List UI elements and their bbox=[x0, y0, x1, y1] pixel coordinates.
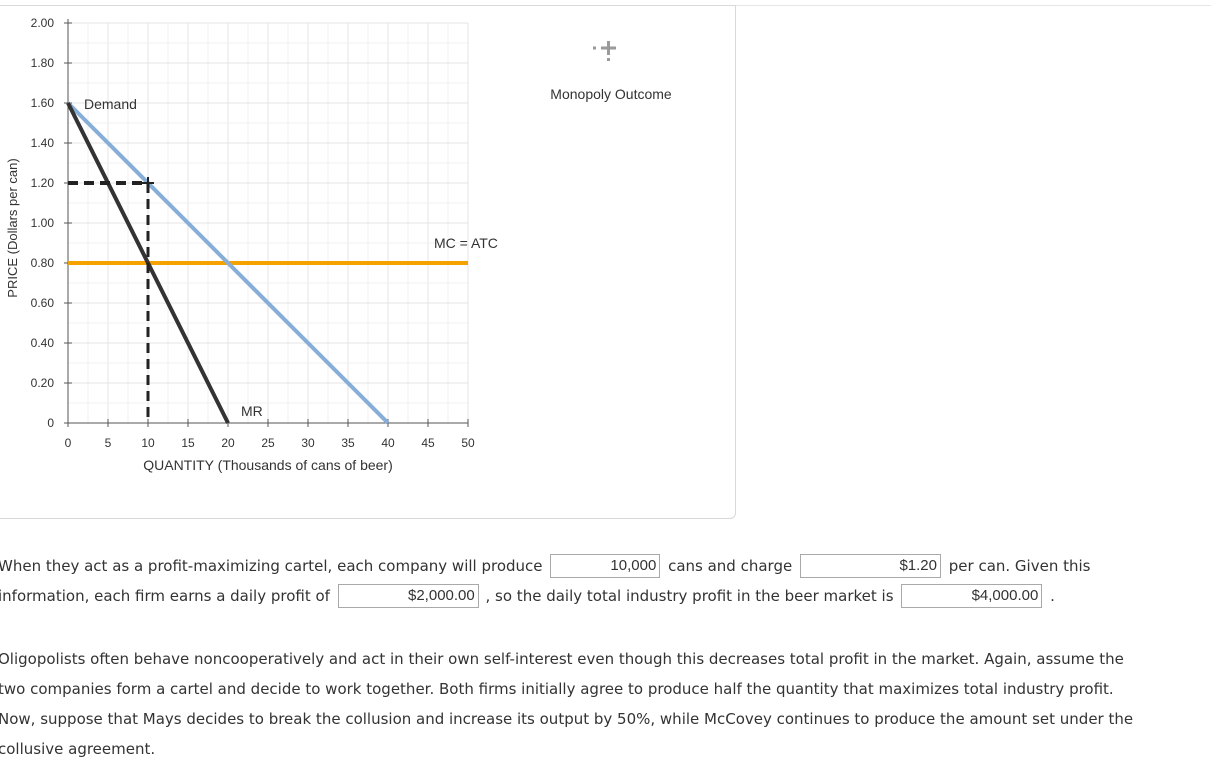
demand-curve bbox=[66, 101, 390, 425]
legend[interactable]: Monopoly Outcome bbox=[550, 41, 672, 102]
labels: Demand MR MC = ATC bbox=[84, 96, 498, 419]
x-axis-label: QUANTITY (Thousands of cans of beer) bbox=[143, 457, 393, 473]
y-tick-label: 0.20 bbox=[31, 376, 55, 390]
legend-label: Monopoly Outcome bbox=[550, 86, 672, 102]
question-text: per can. Given this bbox=[948, 557, 1091, 575]
x-tick-label: 35 bbox=[341, 436, 355, 450]
plus-icon[interactable] bbox=[593, 41, 616, 61]
quantity-answer-field[interactable]: 10,000 bbox=[550, 554, 661, 578]
curves bbox=[66, 101, 468, 425]
paragraph-line: collusive agreement. bbox=[0, 740, 156, 758]
price-answer-field[interactable]: $1.20 bbox=[799, 554, 941, 578]
y-tick-label: 1.60 bbox=[31, 96, 55, 110]
y-tick-label: 0.80 bbox=[31, 256, 55, 270]
mc-atc-label: MC = ATC bbox=[434, 235, 498, 251]
noncooperative-paragraph: Oligopolists often behave noncooperative… bbox=[0, 644, 1178, 764]
y-tick-label: 1.20 bbox=[31, 176, 55, 190]
mr-label: MR bbox=[241, 403, 263, 419]
question-text: cans and charge bbox=[668, 557, 793, 575]
y-tick-label: 1.00 bbox=[31, 216, 55, 230]
y-tick-label: 0.40 bbox=[31, 336, 55, 350]
paragraph-line: two companies form a cartel and decide t… bbox=[0, 680, 1114, 698]
x-tick-label: 50 bbox=[461, 436, 475, 450]
demand-label: Demand bbox=[84, 96, 137, 112]
x-tick-label: 30 bbox=[301, 436, 315, 450]
y-tick-label: 1.40 bbox=[31, 136, 55, 150]
question-text: , so the daily total industry profit in … bbox=[485, 587, 894, 605]
y-tick-label: 0.60 bbox=[31, 296, 55, 310]
y-tick-label: 0 bbox=[47, 416, 54, 430]
x-tick-label: 5 bbox=[105, 436, 112, 450]
x-tick-label: 15 bbox=[181, 436, 195, 450]
x-tick-label: 0 bbox=[65, 436, 72, 450]
question-line-1: When they act as a profit-maximizing car… bbox=[0, 554, 1090, 578]
question-text: . bbox=[1050, 587, 1055, 605]
firm-profit-answer-field[interactable]: $2,000.00 bbox=[337, 584, 479, 608]
y-axis-label: PRICE (Dollars per can) bbox=[5, 158, 20, 297]
x-tick-label: 20 bbox=[221, 436, 235, 450]
panel-divider bbox=[736, 5, 1211, 6]
y-tick-label: 1.80 bbox=[31, 56, 55, 70]
question-line-2: information, each firm earns a daily pro… bbox=[0, 584, 1055, 608]
ticks: 0 0.20 0.40 0.60 0.80 1.00 1.20 1.40 1.60 1.80 2.0… bbox=[31, 16, 475, 450]
question-text: information, each firm earns a daily pro… bbox=[0, 587, 330, 605]
x-tick-label: 25 bbox=[261, 436, 275, 450]
grid bbox=[67, 22, 469, 424]
paragraph-line: Now, suppose that Mays decides to break … bbox=[0, 710, 1134, 728]
monopoly-graph[interactable]: 0 0.20 0.40 0.60 0.80 1.00 1.20 1.40 1.60 1.80 2.0… bbox=[0, 0, 740, 500]
x-tick-label: 40 bbox=[381, 436, 395, 450]
x-tick-label: 45 bbox=[421, 436, 435, 450]
paragraph-line: Oligopolists often behave noncooperative… bbox=[0, 650, 1124, 668]
question-text: When they act as a profit-maximizing car… bbox=[0, 557, 543, 575]
industry-profit-answer-field[interactable]: $4,000.00 bbox=[901, 584, 1043, 608]
y-tick-label: 2.00 bbox=[31, 16, 55, 30]
x-tick-label: 10 bbox=[141, 436, 155, 450]
